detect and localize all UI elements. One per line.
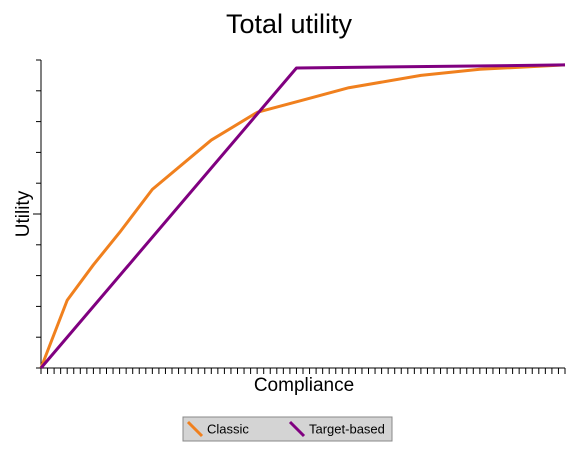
legend-swatch [186, 420, 204, 438]
chart-title: Total utility [226, 9, 353, 39]
legend-box [182, 416, 393, 442]
legend-label: Target-based [309, 421, 385, 436]
series-line [39, 63, 566, 369]
x-axis-label: Compliance [254, 375, 354, 396]
y-axis-label: Utility [13, 190, 34, 237]
legend-label: Classic [207, 421, 249, 436]
series-line [39, 63, 566, 369]
legend-swatch [288, 420, 306, 438]
